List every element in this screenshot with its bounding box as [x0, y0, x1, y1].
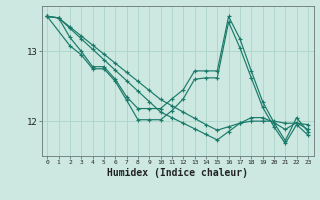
X-axis label: Humidex (Indice chaleur): Humidex (Indice chaleur)	[107, 168, 248, 178]
